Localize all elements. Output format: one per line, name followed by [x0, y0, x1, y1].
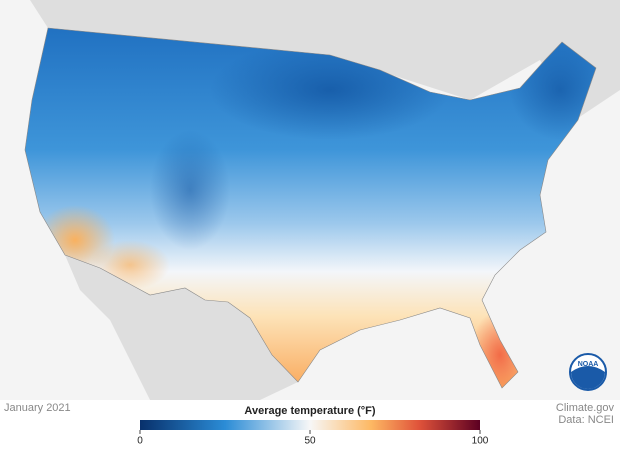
- legend-title: Average temperature (°F): [244, 405, 375, 417]
- tick-label: 0: [137, 436, 143, 447]
- colorbar-ticks: 0 50 100: [137, 430, 489, 447]
- date-label: January 2021: [4, 402, 71, 414]
- mexico: [65, 255, 298, 400]
- logo-text: NOAA: [578, 361, 599, 368]
- credit: Climate.gov: [556, 402, 615, 414]
- tick-label: 100: [472, 436, 489, 447]
- logo-wave: [571, 366, 605, 389]
- canada: [0, 0, 620, 120]
- noaa-logo: NOAA: [569, 353, 607, 391]
- credit: Data: NCEI: [558, 414, 614, 426]
- colorbar: [140, 420, 480, 430]
- cold-region: [150, 130, 230, 250]
- tick-label: 50: [304, 436, 316, 447]
